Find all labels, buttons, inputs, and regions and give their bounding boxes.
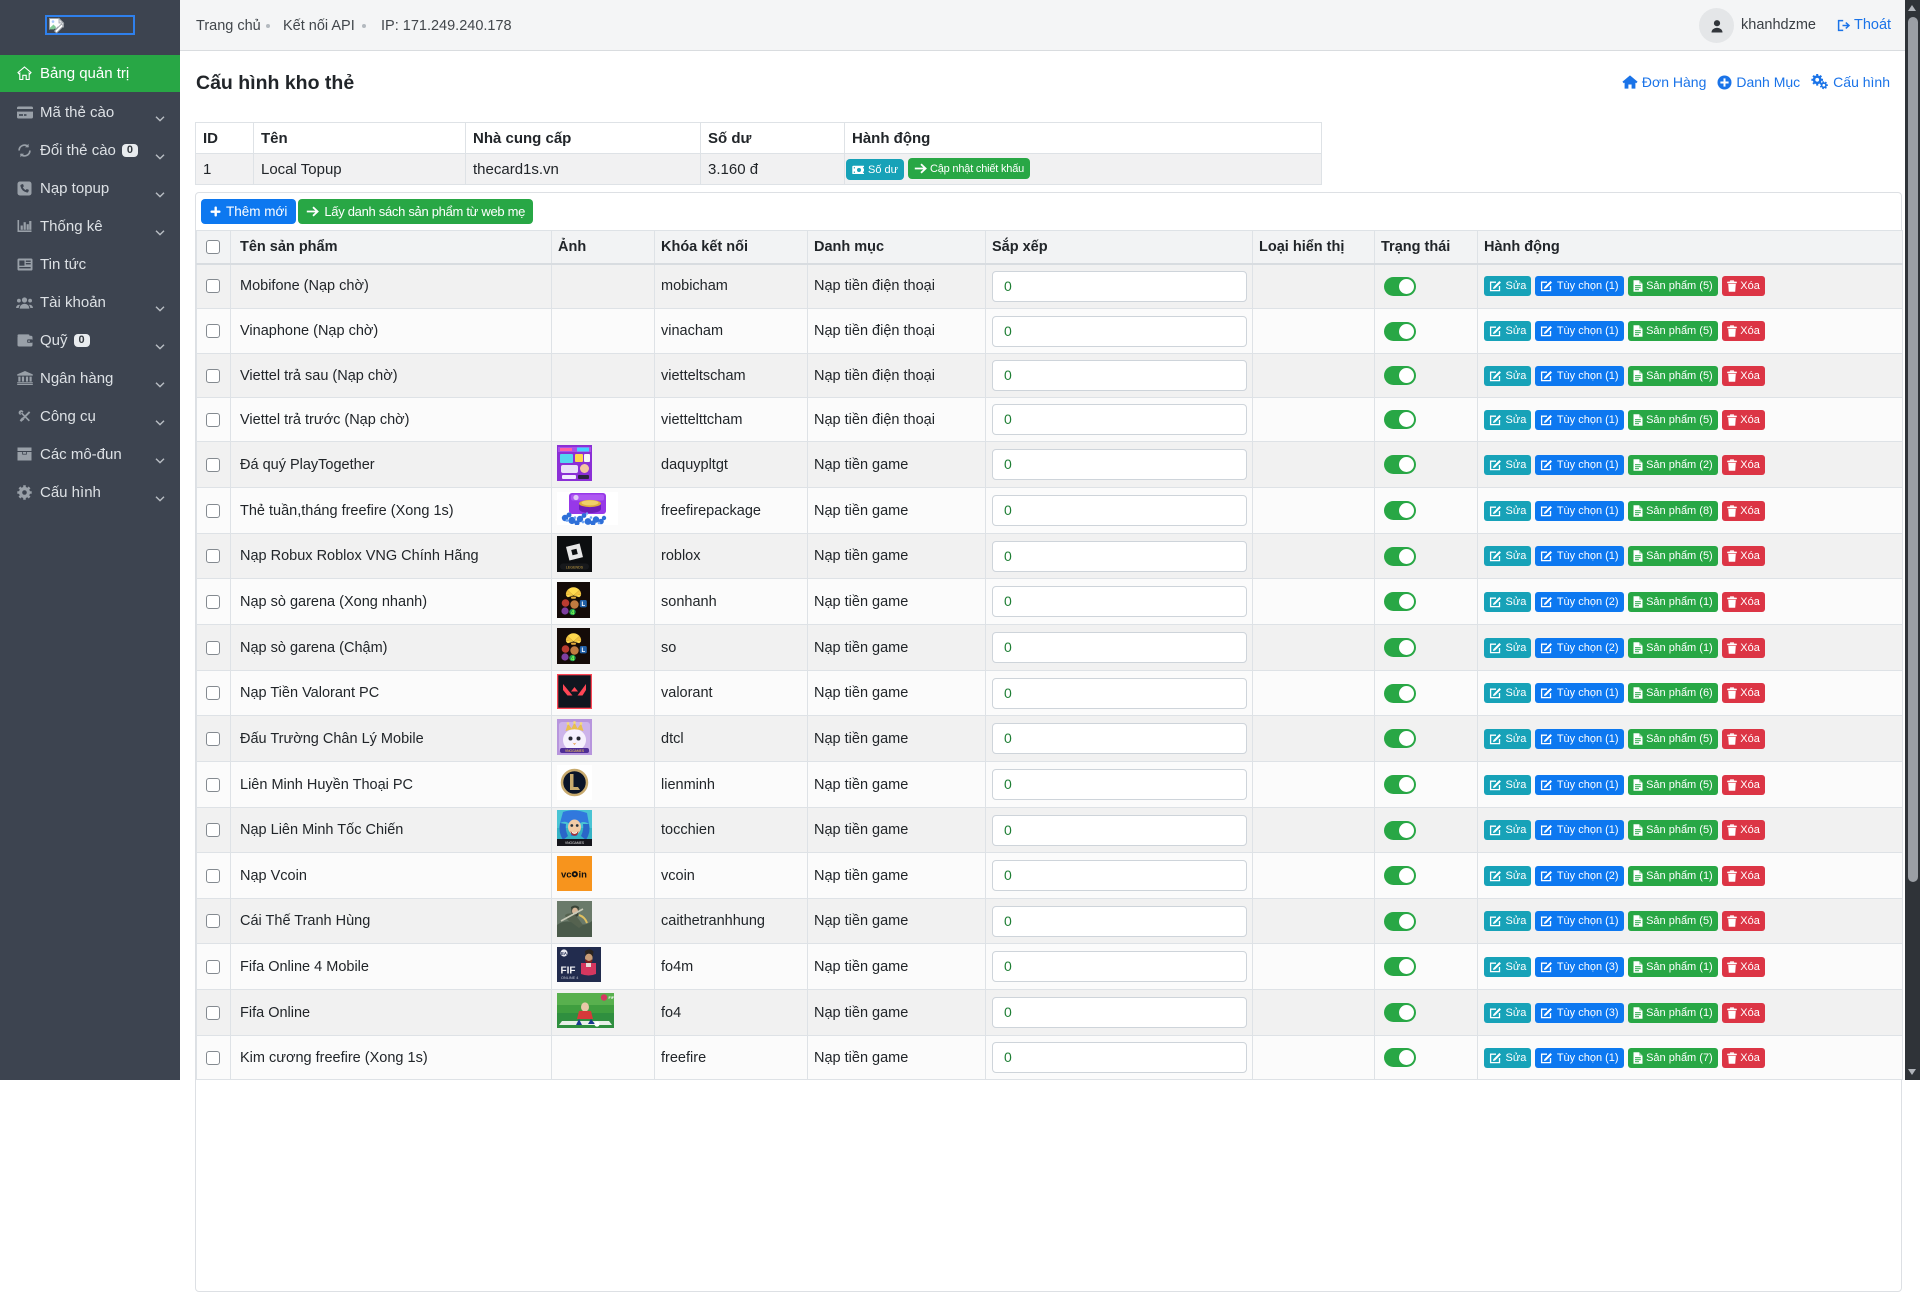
svg-text:4: 4 (571, 609, 575, 616)
svg-text:L: L (581, 602, 585, 608)
svg-text:in: in (579, 870, 588, 881)
svg-text:vc: vc (561, 870, 572, 881)
svg-text:EA: EA (561, 951, 567, 956)
svg-text:LEGENDS: LEGENDS (566, 565, 584, 569)
svg-text:FIF: FIF (561, 966, 576, 977)
svg-text:VNGGAMES: VNGGAMES (565, 841, 585, 845)
svg-text:VNGGAMES: VNGGAMES (565, 749, 585, 753)
svg-text:4: 4 (571, 655, 575, 662)
svg-text:L: L (581, 648, 585, 654)
svg-text:FIFA: FIFA (609, 996, 615, 1000)
svg-text:ONLINE 4: ONLINE 4 (561, 976, 578, 980)
